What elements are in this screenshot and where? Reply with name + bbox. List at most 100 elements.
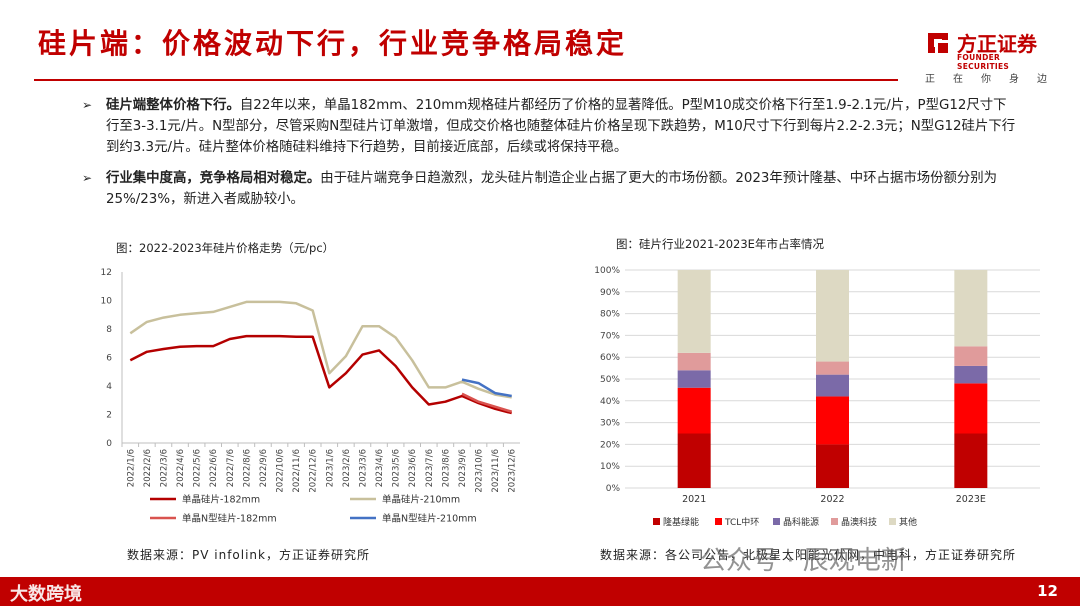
bar-segment xyxy=(677,270,711,353)
y-tick-label: 2 xyxy=(106,411,112,421)
series-line xyxy=(129,334,513,415)
bar-segment xyxy=(677,352,711,371)
legend-swatch xyxy=(831,518,838,525)
legend-label: 单晶硅片-182mm xyxy=(182,494,260,506)
y-tick-label: 40% xyxy=(600,397,620,407)
page-number: 12 xyxy=(1037,582,1058,600)
x-tick-label: 2023/1/6 xyxy=(325,449,335,487)
logo-name-cn: 方正证券 xyxy=(957,32,1037,56)
x-tick-label: 2023/7/6 xyxy=(425,449,435,487)
x-tick-label: 2022/12/6 xyxy=(309,449,319,493)
x-tick-label: 2022/5/6 xyxy=(193,449,203,487)
legend-label: 晶科能源 xyxy=(783,516,819,528)
series-line xyxy=(129,300,512,399)
y-tick-label: 70% xyxy=(600,331,620,341)
legend-swatch xyxy=(889,518,896,525)
bullet-heading: 行业集中度高，竞争格局相对稳定。 xyxy=(106,171,321,186)
x-tick-label: 2023/4/6 xyxy=(375,449,385,487)
series-line xyxy=(461,378,512,398)
bar-segment xyxy=(954,433,988,488)
bar-segment xyxy=(677,433,711,488)
y-tick-label: 10% xyxy=(600,462,620,472)
x-tick-label: 2023/10/6 xyxy=(475,449,485,493)
y-tick-label: 0% xyxy=(606,484,621,494)
bar-segment xyxy=(816,270,849,362)
legend-label: 单晶N型硅片-182mm xyxy=(182,513,277,525)
y-tick-label: 50% xyxy=(600,375,620,385)
logo-slogan: 正在你身边 xyxy=(925,74,1065,85)
legend-swatch xyxy=(653,518,660,525)
bullet-text: 由于硅片端竞争日趋激烈，龙头硅片制造企业占据了更大的市场份额。2023年预计隆基… xyxy=(106,171,998,207)
legend-swatch xyxy=(773,518,780,525)
page-title: 硅片端：价格波动下行，行业竞争格局稳定 xyxy=(38,27,628,60)
legend-label: TCL中环 xyxy=(724,516,759,528)
left-chart-source: 数据来源：PV infolink，方正证券研究所 xyxy=(127,548,370,562)
arrow-bullet-icon: ➢ xyxy=(82,171,93,185)
x-tick-label: 2023/3/6 xyxy=(358,449,368,487)
legend-label: 晶澳科技 xyxy=(841,516,877,528)
bar-segment xyxy=(954,383,988,434)
founder-logo-icon xyxy=(928,33,948,53)
bar-segment xyxy=(677,387,711,434)
market-share-bar-chart: 0% 10% 20% 30% 40% 50% 60% 70% 80% 90% 100% 2021 202… xyxy=(594,266,1040,528)
y-tick-label: 20% xyxy=(600,440,620,450)
x-tick-label: 2022/1/6 xyxy=(126,449,136,487)
x-tick-label: 2022/10/6 xyxy=(276,449,286,493)
x-tick-label: 2022/8/6 xyxy=(242,449,252,487)
y-tick-label: 90% xyxy=(600,288,620,298)
legend-label: 单晶硅片-210mm xyxy=(382,494,460,506)
bullet-item: ➢ 行业集中度高，竞争格局相对稳定。由于硅片端竞争日趋激烈，龙头硅片制造企业占据… xyxy=(82,168,1017,210)
bullet-item: ➢ 硅片端整体价格下行。自22年以来，单晶182mm、210mm规格硅片都经历了… xyxy=(82,95,1017,158)
x-tick-label: 2023/2/6 xyxy=(342,449,352,487)
x-tick-label: 2022 xyxy=(820,494,844,505)
x-tick-label: 2023/12/6 xyxy=(508,449,518,493)
x-tick-label: 2021 xyxy=(682,494,706,505)
x-tick-label: 2023E xyxy=(956,494,986,505)
legend-swatch xyxy=(715,518,722,525)
legend-label: 单晶N型硅片-210mm xyxy=(382,513,477,525)
y-tick-label: 60% xyxy=(600,353,620,363)
y-tick-label: 80% xyxy=(600,310,620,320)
x-tick-label: 2023/11/6 xyxy=(491,449,501,493)
bar-segment xyxy=(954,346,988,366)
y-tick-label: 0 xyxy=(106,439,112,449)
x-tick-label: 2022/4/6 xyxy=(176,449,186,487)
footer-bar: 大数跨境 12 xyxy=(0,577,1080,606)
bar-segment xyxy=(816,444,849,488)
x-tick-label: 2022/11/6 xyxy=(292,449,302,493)
bar-segment xyxy=(954,365,988,384)
x-tick-label: 2022/2/6 xyxy=(143,449,153,487)
watermark-right: 公众号 · 辰观电新 xyxy=(700,546,907,576)
watermark-left: 大数跨境 xyxy=(10,584,82,605)
y-tick-label: 30% xyxy=(600,419,620,429)
y-tick-label: 6 xyxy=(106,354,112,364)
x-tick-label: 2023/9/6 xyxy=(458,449,468,487)
x-tick-label: 2022/6/6 xyxy=(209,449,219,487)
bar-segment xyxy=(816,396,849,445)
legend-label: 其他 xyxy=(899,516,917,528)
left-chart-caption: 图：2022-2023年硅片价格走势（元/pc） xyxy=(116,241,335,255)
x-tick-label: 2023/8/6 xyxy=(441,449,451,487)
x-tick-label: 2022/9/6 xyxy=(259,449,269,487)
right-chart-source: 数据来源：各公司公告，北极星太阳能光伏网，中电科，方正证券研究所 xyxy=(600,548,1017,562)
x-tick-label: 2023/5/6 xyxy=(392,449,402,487)
bar-segment xyxy=(677,370,711,388)
bullet-heading: 硅片端整体价格下行。 xyxy=(106,98,240,113)
y-tick-label: 4 xyxy=(106,382,112,392)
x-tick-label: 2022/7/6 xyxy=(226,449,236,487)
price-line-chart: 0 2 4 6 8 10 12 2022/1/6 2022/2/6 2022/3/6 2022/4/… xyxy=(101,268,520,525)
series-line xyxy=(461,392,513,413)
right-chart-caption: 图：硅片行业2021-2023E年市占率情况 xyxy=(616,237,824,251)
y-tick-label: 12 xyxy=(101,268,112,278)
logo-name-en: FOUNDER SECURITIES xyxy=(957,53,1010,71)
x-tick-label: 2022/3/6 xyxy=(159,449,169,487)
header-divider xyxy=(34,79,898,81)
y-tick-label: 10 xyxy=(101,297,113,307)
bar-segment xyxy=(816,374,849,397)
x-tick-label: 2023/6/6 xyxy=(408,449,418,487)
y-tick-label: 8 xyxy=(106,325,112,335)
bar-segment xyxy=(954,270,988,347)
arrow-bullet-icon: ➢ xyxy=(82,98,93,112)
y-tick-label: 100% xyxy=(594,266,620,276)
bullet-list: ➢ 硅片端整体价格下行。自22年以来，单晶182mm、210mm规格硅片都经历了… xyxy=(82,95,1017,220)
